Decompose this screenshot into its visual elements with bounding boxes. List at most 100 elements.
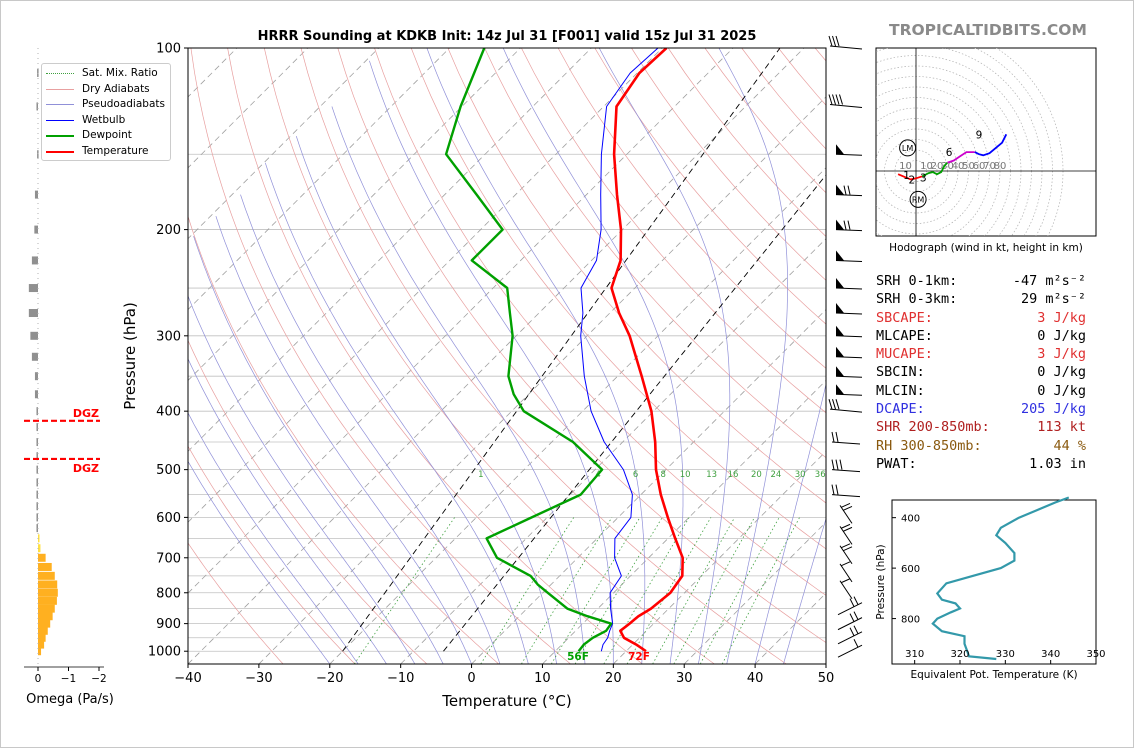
dry-adiabat — [557, 48, 826, 369]
omega-bar — [36, 102, 38, 111]
omega-bar — [37, 150, 39, 159]
pseudoadiabat — [188, 295, 416, 664]
barb-feather — [849, 598, 855, 607]
stat-label: DCAPE: — [876, 401, 925, 418]
pseudoadiabat — [264, 162, 529, 664]
mixing-ratio-label: 36 — [815, 470, 826, 480]
hodograph-ring-label: 60 — [973, 161, 986, 172]
stat-value: 0 J/kg — [1037, 327, 1086, 344]
pseudoadiabat — [718, 48, 788, 664]
mixing-ratio-line — [480, 517, 575, 664]
mixing-ratio-label: 6 — [633, 470, 638, 480]
isotherm-line — [683, 521, 826, 664]
stat-value: 44 % — [1053, 437, 1086, 454]
wind-barb — [835, 346, 863, 359]
skewt-axes: −40 −30 −20 −10 0 10 20 30 40 50 Temperature (°C) 1… — [121, 29, 834, 710]
barb-staff — [835, 335, 863, 338]
skewt-background: 1 4 6 8 10 13 16 20 24 30 36 — [188, 48, 826, 664]
wind-barb — [835, 144, 863, 156]
dry-adiabat — [337, 48, 826, 644]
x-tick-label: −30 — [245, 671, 272, 686]
dry-adiabat — [188, 445, 356, 664]
wind-barb — [835, 250, 863, 262]
legend-swatch — [46, 88, 74, 90]
stat-value: 29 m²s⁻² — [1020, 291, 1086, 308]
y-tick-label: 400 — [156, 405, 181, 420]
legend-label: Pseudoadiabats — [82, 98, 165, 111]
barb-feather — [828, 399, 833, 410]
dry-adiabat — [188, 215, 499, 664]
pseudoadiabat — [369, 60, 614, 664]
hodograph-height-label: 9 — [976, 129, 983, 141]
omega-bar — [38, 580, 58, 589]
stat-row: SBCIN: 0 J/kg — [876, 363, 1116, 381]
legend-swatch — [46, 135, 74, 138]
omega-bar — [38, 647, 42, 656]
stat-label: RH 300-850mb: — [876, 437, 982, 454]
hodograph-height-label: 6 — [946, 147, 953, 159]
omega-axis-label: Omega (Pa/s) — [26, 692, 114, 707]
barb-staff — [829, 103, 863, 108]
wind-barb — [835, 303, 863, 315]
stat-row: SHR 200-850mb: 113 kt — [876, 418, 1116, 436]
y-tick-label: 100 — [156, 42, 181, 57]
omega-bar — [38, 588, 58, 597]
thetae-x-tick-label: 310 — [905, 649, 924, 660]
omega-bar — [36, 524, 38, 533]
barb-feather — [840, 502, 851, 508]
barb-feather — [840, 561, 851, 567]
wind-barb — [839, 523, 853, 545]
mixing-ratio-label: 8 — [661, 470, 666, 480]
legend-label: Dry Adiabats — [82, 82, 150, 95]
barb-feather — [842, 505, 853, 511]
omega-bar — [34, 225, 38, 234]
barb-staff — [837, 602, 863, 616]
stat-label: SBCIN: — [876, 364, 925, 381]
stat-label: SBCAPE: — [876, 309, 933, 326]
stat-label: SRH 0-1km: — [876, 273, 958, 289]
barb-feather — [842, 546, 853, 552]
barb-feather — [832, 94, 836, 105]
omega-bar — [36, 407, 38, 416]
x-tick-label: 20 — [605, 671, 622, 686]
thetae-frame — [891, 499, 1097, 665]
dry-adiabat — [594, 48, 826, 325]
barb-staff — [839, 545, 853, 565]
legend-swatch — [46, 104, 74, 106]
y-tick-label: 900 — [156, 617, 181, 632]
skewt-legend: Sat. Mix. Ratio Dry Adiabats Pseudoadiabat… — [41, 63, 171, 161]
barb-staff — [835, 194, 863, 197]
pseudoadiabat — [188, 358, 387, 664]
isotherm-line — [188, 48, 734, 594]
isotherm-line — [188, 48, 663, 523]
omega-bar — [36, 490, 38, 499]
barb-feather — [853, 611, 859, 620]
barb-flag — [836, 325, 844, 336]
hodograph-ring-label: 40 — [952, 161, 965, 172]
omega-panel: DGZ DGZ 0 −1 −2 Omega (Pa/s) — [24, 48, 114, 707]
barb-staff — [835, 229, 863, 232]
barb-feather — [831, 459, 835, 470]
omega-bar — [38, 626, 48, 635]
thetae-line — [931, 496, 1070, 661]
barb-staff — [837, 631, 863, 645]
stat-value: 1.03 in — [1029, 455, 1086, 472]
thetae-x-tick-label: 350 — [1086, 649, 1105, 660]
isotherm-line — [188, 48, 450, 311]
barb-feather — [843, 185, 847, 195]
y-tick-label: 1000 — [148, 645, 181, 660]
omega-bar — [30, 331, 38, 340]
legend-label: Temperature — [82, 145, 149, 157]
omega-bar — [38, 619, 51, 628]
isotherm-line — [329, 167, 826, 664]
stat-row: MLCAPE: 0 J/kg — [876, 327, 1116, 345]
y-tick-label: 500 — [156, 463, 181, 478]
barb-feather — [840, 578, 851, 584]
mixing-ratio-label: 10 — [680, 470, 691, 480]
mixing-ratio-label: 20 — [751, 470, 762, 480]
stat-value: 0 J/kg — [1037, 364, 1086, 381]
omega-bar — [38, 640, 45, 649]
omega-bar — [34, 190, 38, 199]
dry-adiabat — [447, 48, 826, 504]
